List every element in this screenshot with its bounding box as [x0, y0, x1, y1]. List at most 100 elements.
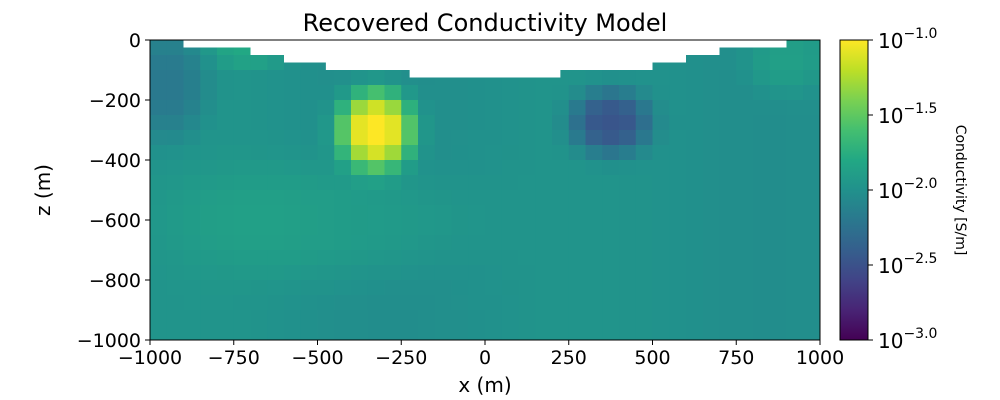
x-tick-label: −750: [208, 347, 260, 369]
heatmap-cell: [518, 310, 536, 326]
heatmap-cell: [669, 250, 687, 266]
heatmap-cell: [585, 265, 603, 281]
heatmap-cell: [334, 250, 352, 266]
heatmap-cell: [669, 280, 687, 296]
heatmap-cell: [485, 250, 503, 266]
heatmap-cell: [434, 130, 452, 146]
heatmap-cell: [669, 160, 687, 176]
heatmap-cell: [535, 235, 553, 251]
heatmap-cell: [602, 145, 620, 161]
heatmap-cell: [351, 85, 369, 101]
heatmap-cell: [552, 175, 570, 191]
heatmap-cell: [200, 205, 218, 221]
heatmap-cell: [217, 85, 235, 101]
heatmap-cell: [183, 55, 201, 71]
heatmap-cell: [602, 295, 620, 311]
heatmap-cell: [150, 205, 168, 221]
heatmap-cell: [451, 220, 469, 236]
heatmap-cell: [753, 115, 771, 131]
heatmap-cell: [702, 235, 720, 251]
heatmap-cell: [300, 115, 318, 131]
heatmap-cell: [535, 295, 553, 311]
colorbar-tick-label: 10−3.0: [878, 326, 937, 353]
heatmap-cell: [568, 100, 586, 116]
heatmap-cell: [434, 265, 452, 281]
heatmap-cell: [736, 250, 754, 266]
heatmap-cell: [652, 130, 670, 146]
heatmap-cell: [183, 250, 201, 266]
heatmap-cell: [568, 85, 586, 101]
heatmap-cell: [317, 295, 335, 311]
heatmap-cell: [166, 280, 184, 296]
heatmap-cell: [250, 85, 268, 101]
heatmap-cell: [736, 175, 754, 191]
heatmap-cell: [552, 205, 570, 221]
heatmap-cell: [602, 130, 620, 146]
heatmap-cell: [166, 40, 184, 56]
heatmap-cell: [166, 205, 184, 221]
heatmap-cell: [217, 310, 235, 326]
heatmap-cell: [568, 130, 586, 146]
heatmap-cell: [250, 325, 268, 340]
heatmap-cell: [686, 220, 704, 236]
heatmap-cell: [367, 265, 385, 281]
heatmap-cell: [317, 235, 335, 251]
heatmap-cell: [150, 190, 168, 206]
heatmap-cell: [401, 280, 419, 296]
heatmap-cell: [786, 55, 804, 71]
heatmap-cell: [786, 310, 804, 326]
heatmap-cell: [418, 220, 436, 236]
heatmap-cell: [619, 220, 637, 236]
heatmap-cell: [166, 190, 184, 206]
heatmap-cell: [401, 85, 419, 101]
heatmap-cell: [652, 100, 670, 116]
heatmap-cell: [702, 295, 720, 311]
heatmap-cell: [166, 175, 184, 191]
heatmap-cell: [183, 175, 201, 191]
heatmap-cell: [267, 175, 285, 191]
heatmap-cell: [719, 190, 737, 206]
heatmap-cell: [568, 205, 586, 221]
heatmap-cell: [351, 325, 369, 340]
heatmap-cell: [552, 310, 570, 326]
heatmap-cell: [317, 100, 335, 116]
heatmap-cell: [200, 235, 218, 251]
heatmap-cell: [468, 100, 486, 116]
heatmap-cell: [267, 85, 285, 101]
heatmap-cell: [535, 265, 553, 281]
heatmap-cell: [183, 295, 201, 311]
heatmap-cell: [585, 160, 603, 176]
heatmap-cell: [635, 190, 653, 206]
heatmap-cell: [702, 280, 720, 296]
heatmap-cell: [619, 310, 637, 326]
heatmap-cell: [166, 100, 184, 116]
heatmap-cell: [300, 235, 318, 251]
heatmap-cell: [769, 130, 787, 146]
heatmap-cell: [753, 190, 771, 206]
heatmap-cell: [501, 100, 519, 116]
heatmap-cell: [300, 190, 318, 206]
heatmap-cell: [635, 280, 653, 296]
heatmap-cell: [669, 235, 687, 251]
heatmap-cell: [669, 130, 687, 146]
heatmap-cell: [485, 145, 503, 161]
heatmap-cell: [200, 175, 218, 191]
heatmap-cell: [334, 295, 352, 311]
heatmap-cell: [367, 250, 385, 266]
heatmap-cell: [803, 100, 820, 116]
heatmap-cell: [317, 205, 335, 221]
heatmap-cell: [585, 115, 603, 131]
x-axis-label: x (m): [458, 373, 511, 397]
heatmap-cell: [183, 310, 201, 326]
heatmap-cell: [652, 70, 670, 86]
heatmap-cell: [485, 295, 503, 311]
heatmap-cell: [568, 115, 586, 131]
heatmap-cell: [568, 265, 586, 281]
heatmap-cell: [702, 325, 720, 340]
heatmap-cell: [552, 280, 570, 296]
heatmap-cell: [200, 280, 218, 296]
heatmap-cell: [300, 160, 318, 176]
heatmap-cell: [585, 175, 603, 191]
heatmap-cell: [485, 265, 503, 281]
heatmap-cell: [585, 190, 603, 206]
